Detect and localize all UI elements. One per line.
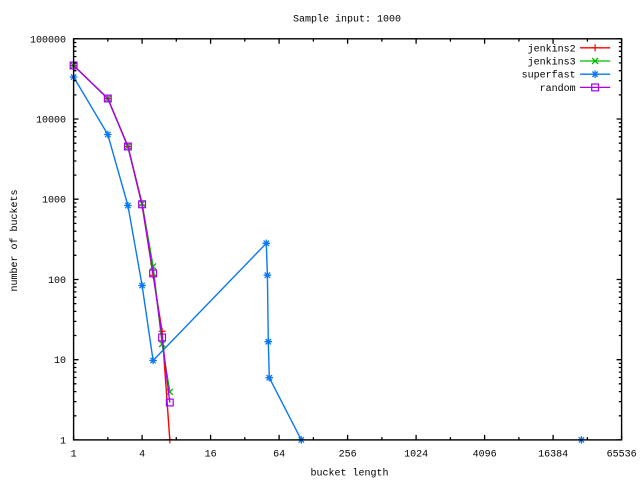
svg-text:100000: 100000 (30, 35, 66, 46)
svg-text:4: 4 (139, 450, 145, 461)
svg-text:random: random (540, 83, 576, 95)
svg-text:Sample input: 1000: Sample input: 1000 (293, 14, 401, 26)
svg-text:superfast: superfast (522, 70, 576, 82)
svg-text:10000: 10000 (36, 116, 66, 127)
svg-text:100: 100 (48, 276, 66, 287)
svg-text:1000: 1000 (42, 196, 66, 207)
svg-text:10: 10 (54, 356, 66, 367)
svg-text:jenkins2: jenkins2 (528, 43, 576, 55)
svg-text:64: 64 (273, 450, 285, 461)
svg-text:16384: 16384 (538, 450, 568, 461)
svg-text:256: 256 (339, 450, 357, 461)
svg-text:65536: 65536 (607, 450, 637, 461)
svg-text:bucket length: bucket length (310, 468, 388, 480)
svg-text:number of buckets: number of buckets (9, 189, 21, 291)
svg-text:4096: 4096 (473, 450, 497, 461)
svg-text:1024: 1024 (404, 450, 428, 461)
svg-text:jenkins3: jenkins3 (528, 57, 576, 69)
svg-text:1: 1 (60, 436, 66, 447)
svg-text:1: 1 (71, 450, 77, 461)
svg-text:16: 16 (205, 450, 217, 461)
